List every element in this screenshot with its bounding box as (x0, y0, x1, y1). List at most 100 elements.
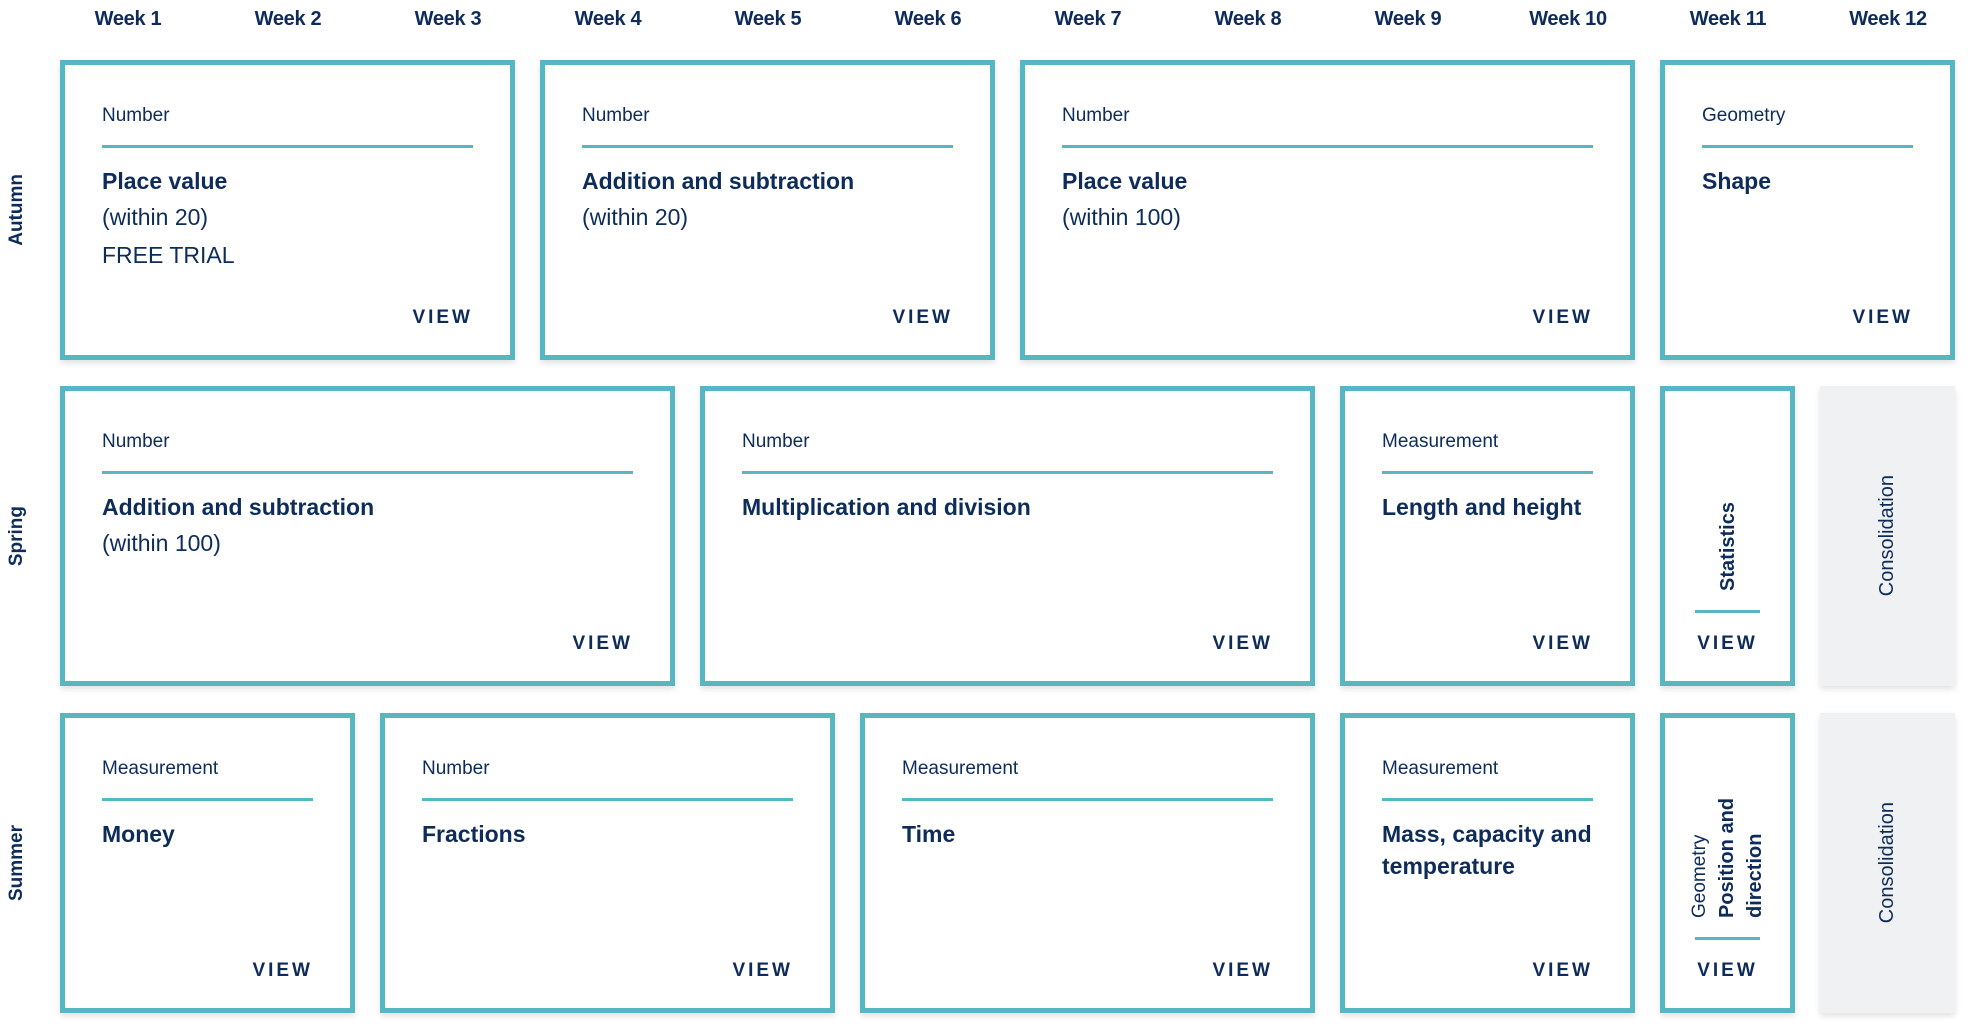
topic-title: direction (1743, 833, 1766, 918)
week-header: Week 3 (414, 8, 482, 30)
topic-title: Length and height (1382, 494, 1582, 520)
topic-category: Measurement (902, 758, 1019, 779)
consolidation-block: Consolidation (1820, 386, 1955, 686)
topic-body: Place value (within 20) FREE TRIAL (102, 165, 480, 273)
topic-title: Time (902, 821, 956, 847)
view-button[interactable]: VIEW (1212, 633, 1273, 654)
divider (582, 145, 953, 148)
divider (742, 471, 1273, 474)
topic-card[interactable]: Geometry Shape VIEW (1660, 60, 1955, 360)
topic-text-rotated: Statistics (1714, 502, 1742, 591)
view-button[interactable]: VIEW (1697, 633, 1758, 654)
topic-card[interactable]: Number Addition and subtraction (within 10… (60, 386, 675, 686)
divider (902, 798, 1273, 801)
season-label-spring: Spring (2, 386, 32, 686)
view-button[interactable]: VIEW (732, 960, 793, 981)
topic-category: Measurement (102, 758, 219, 779)
view-button[interactable]: VIEW (1532, 960, 1593, 981)
topic-body: Addition and subtraction (within 20) (582, 165, 960, 235)
topic-subtitle: FREE TRIAL (102, 242, 235, 268)
topic-category: Measurement (1382, 431, 1499, 452)
divider (102, 798, 313, 801)
topic-subtitle: (within 100) (102, 530, 221, 556)
view-button[interactable]: VIEW (1852, 307, 1913, 328)
topic-card[interactable]: Measurement Money VIEW (60, 713, 355, 1013)
season-label-text: Summer (6, 824, 27, 902)
consolidation-block: Consolidation (1820, 713, 1955, 1013)
topic-body: Addition and subtraction (within 100) (102, 491, 640, 561)
topic-card[interactable]: Measurement Mass, capacity and temperatur… (1340, 713, 1635, 1013)
topic-title: Fractions (422, 821, 526, 847)
topic-text: Statistics (1665, 502, 1790, 591)
divider (1695, 610, 1760, 613)
week-header: Week 1 (94, 8, 162, 30)
topic-category: Number (742, 431, 810, 452)
topic-card[interactable]: Number Addition and subtraction (within 20… (540, 60, 995, 360)
divider (422, 798, 793, 801)
divider (1702, 145, 1913, 148)
topic-card[interactable]: Number Place value (within 20) FREE TRIAL VI… (60, 60, 515, 360)
view-button[interactable]: VIEW (1697, 960, 1758, 981)
week-header: Week 5 (734, 8, 802, 30)
topic-title: Multiplication and division (742, 494, 1031, 520)
view-button[interactable]: VIEW (1212, 960, 1273, 981)
consolidation-label: Consolidation (1876, 475, 1898, 597)
view-button[interactable]: VIEW (572, 633, 633, 654)
topic-title: Addition and subtraction (582, 168, 855, 194)
topic-card[interactable]: Measurement Time VIEW (860, 713, 1315, 1013)
topic-category: Geometry (1688, 834, 1710, 918)
topic-category: Number (102, 105, 170, 126)
week-header: Week 8 (1214, 8, 1282, 30)
week-header: Week 2 (254, 8, 322, 30)
season-label-text: Autumn (6, 174, 27, 246)
topic-subtitle: (within 20) (582, 204, 689, 230)
topic-category: Number (102, 431, 170, 452)
view-button[interactable]: VIEW (892, 307, 953, 328)
week-header: Week 9 (1374, 8, 1442, 30)
topic-title: Place value (102, 168, 228, 194)
divider (102, 471, 633, 474)
topic-category: Number (582, 105, 650, 126)
topic-category: Number (422, 758, 490, 779)
week-header: Week 12 (1849, 8, 1927, 30)
topic-title: Place value (1062, 168, 1188, 194)
topic-card[interactable]: Number Fractions VIEW (380, 713, 835, 1013)
topic-title: Money (102, 821, 175, 847)
topic-body: Time (902, 818, 1280, 850)
topic-text: Geometry Position and direction (1665, 798, 1790, 918)
topic-card[interactable]: Number Multiplication and division VIEW (700, 386, 1315, 686)
week-header: Week 4 (574, 8, 642, 30)
topic-body: Fractions (422, 818, 800, 850)
topic-text-rotated: Geometry Position and direction (1687, 798, 1769, 918)
topic-card[interactable]: Geometry Position and direction VIEW (1660, 713, 1795, 1013)
consolidation-label: Consolidation (1876, 802, 1898, 924)
topic-category: Measurement (1382, 758, 1499, 779)
week-header: Week 11 (1689, 8, 1767, 30)
divider (102, 145, 473, 148)
topic-title: Position and (1715, 798, 1738, 918)
view-button[interactable]: VIEW (412, 307, 473, 328)
season-label-autumn: Autumn (2, 60, 32, 360)
view-button[interactable]: VIEW (1532, 633, 1593, 654)
topic-title: Mass, capacity and temperature (1382, 821, 1592, 879)
topic-body: Place value (within 100) (1062, 165, 1600, 235)
topic-title: Statistics (1716, 502, 1739, 591)
topic-card[interactable]: Measurement Length and height VIEW (1340, 386, 1635, 686)
divider (1062, 145, 1593, 148)
divider (1695, 937, 1760, 940)
topic-card[interactable]: Number Place value (within 100) VIEW (1020, 60, 1635, 360)
topic-body: Shape (1702, 165, 1920, 197)
topic-body: Multiplication and division (742, 491, 1280, 523)
view-button[interactable]: VIEW (1532, 307, 1593, 328)
topic-subtitle: (within 100) (1062, 204, 1181, 230)
topic-card[interactable]: Statistics VIEW (1660, 386, 1795, 686)
topic-title: Shape (1702, 168, 1772, 194)
divider (1382, 471, 1593, 474)
topic-title: Addition and subtraction (102, 494, 375, 520)
topic-body: Length and height (1382, 491, 1600, 523)
week-header: Week 6 (894, 8, 962, 30)
week-header: Week 10 (1529, 8, 1607, 30)
view-button[interactable]: VIEW (252, 960, 313, 981)
season-label-summer: Summer (2, 713, 32, 1013)
season-label-text: Spring (6, 505, 27, 567)
